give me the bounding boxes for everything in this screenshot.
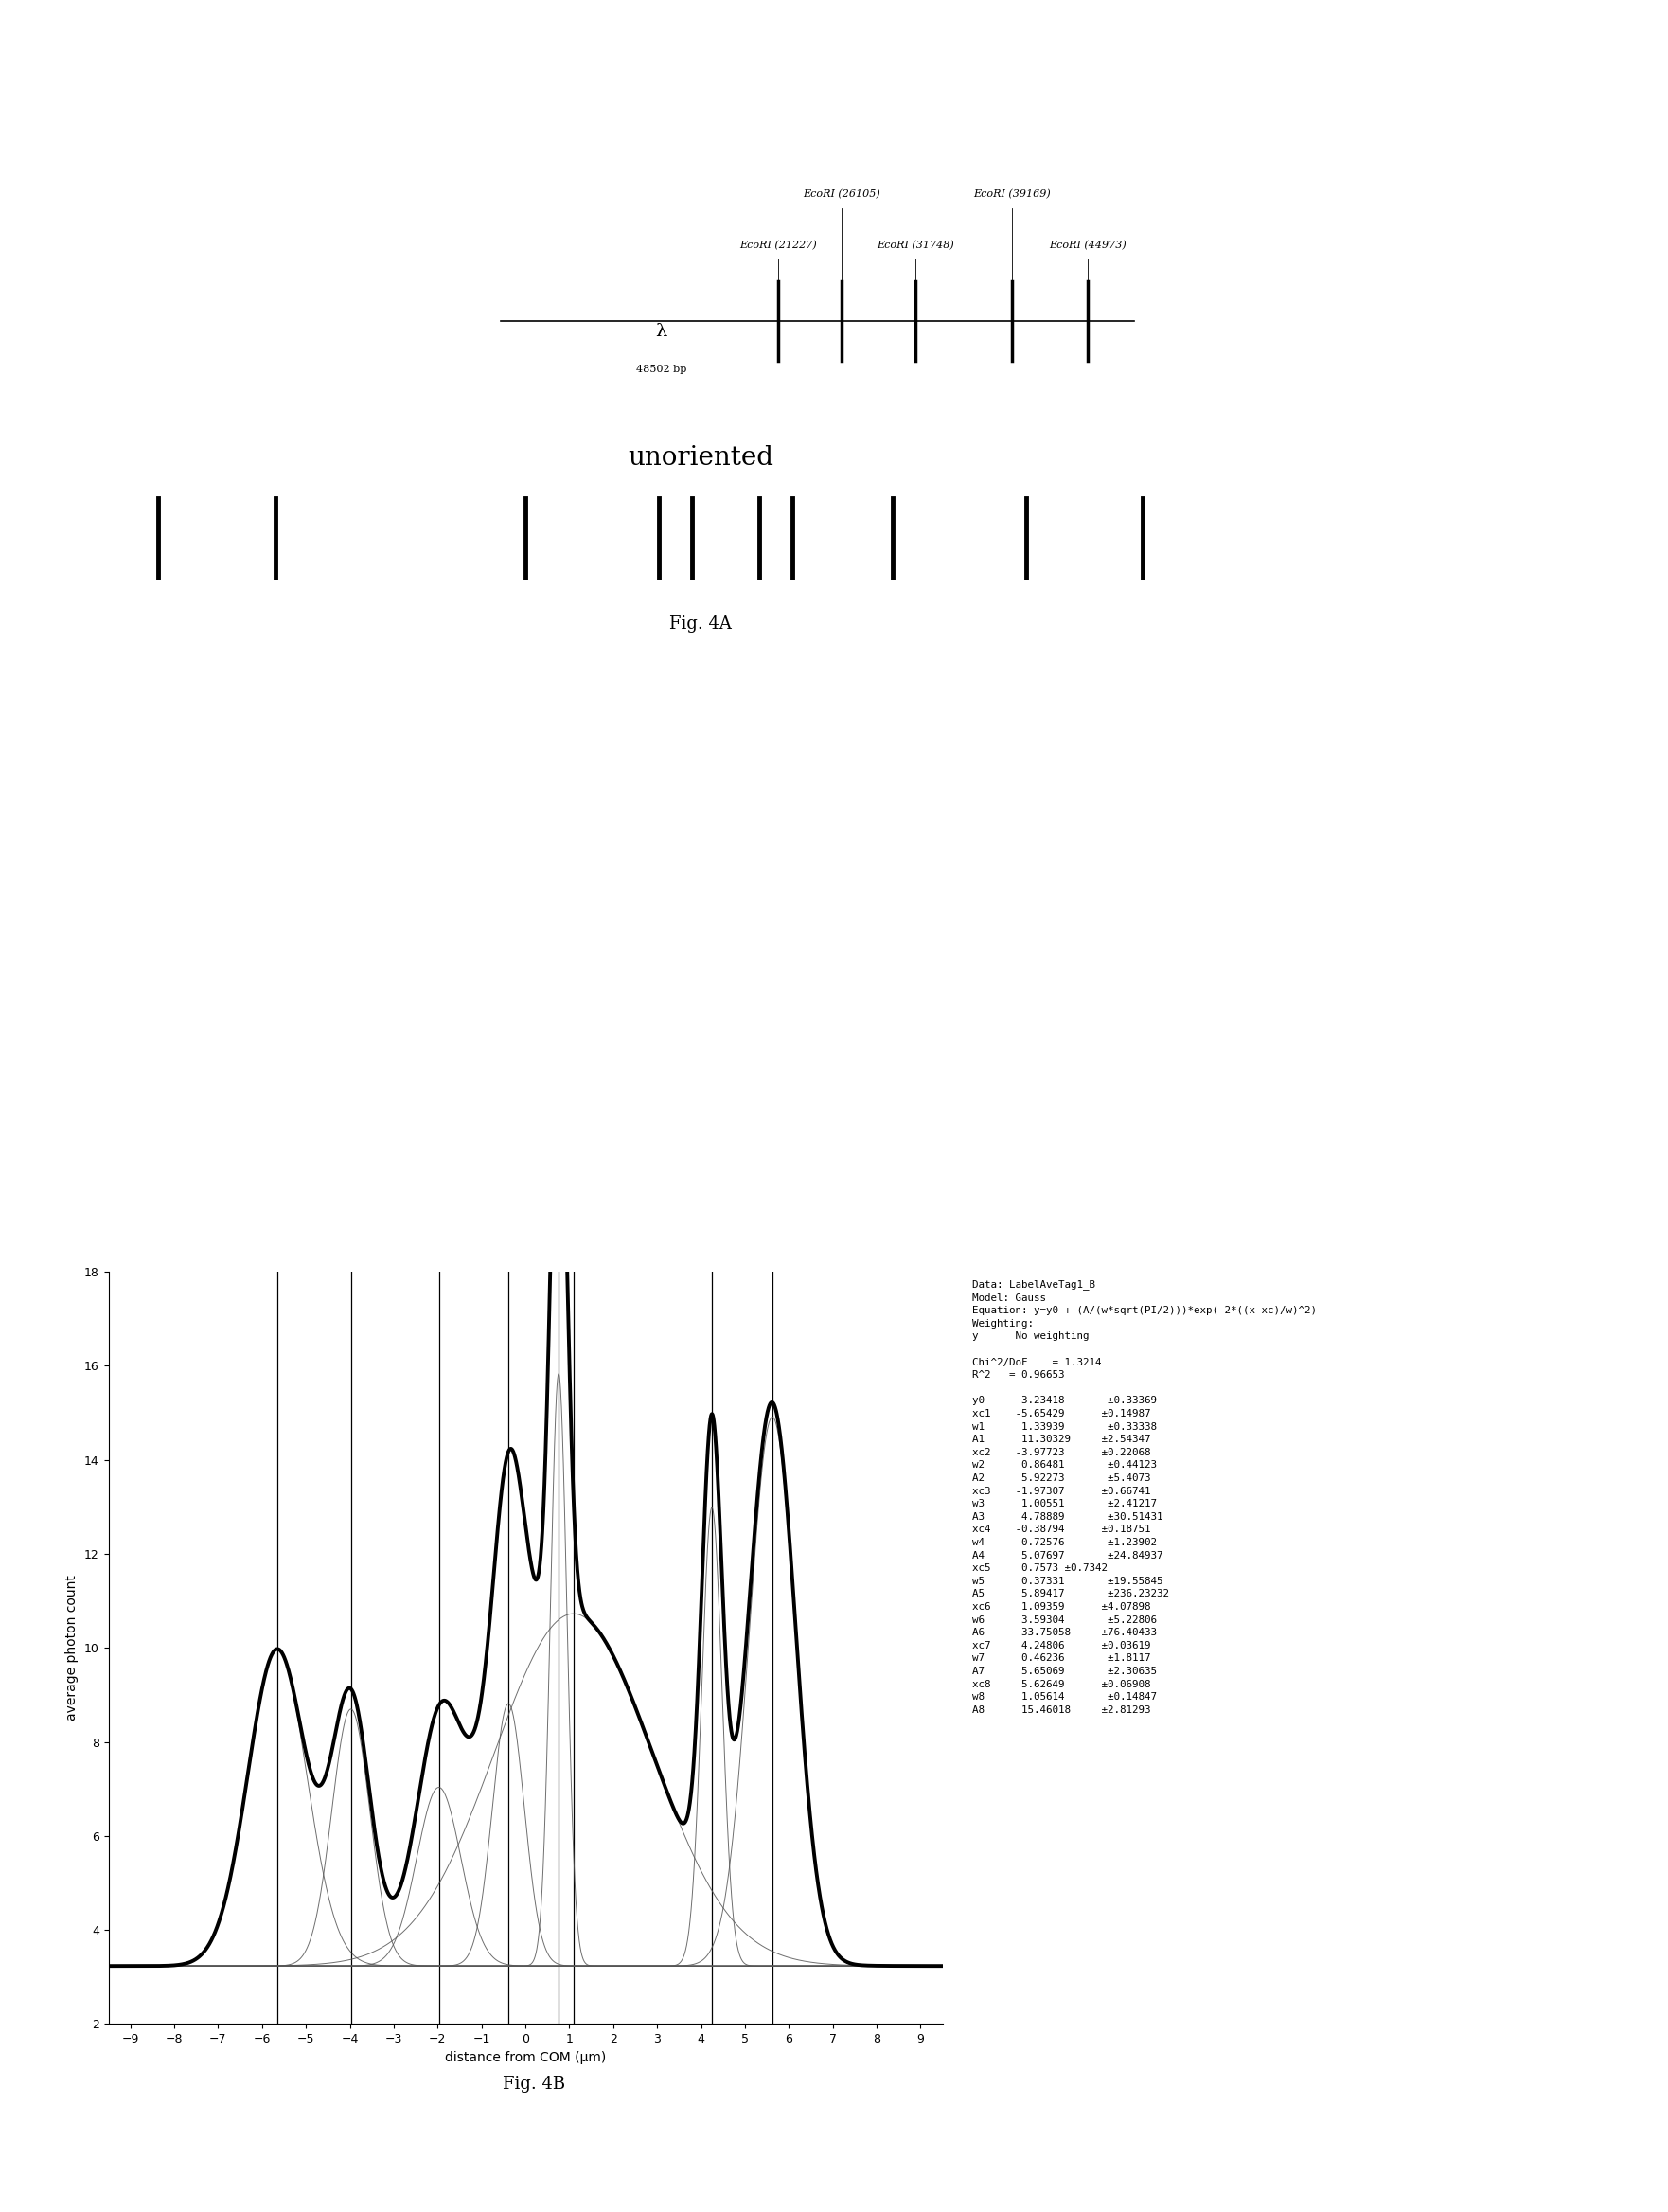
- Text: Fig. 4A: Fig. 4A: [669, 615, 732, 633]
- Text: unoriented: unoriented: [627, 445, 774, 471]
- Text: λ: λ: [656, 323, 667, 341]
- Text: Fig. 4B: Fig. 4B: [502, 2075, 565, 2093]
- X-axis label: distance from COM (μm): distance from COM (μm): [445, 2051, 605, 2064]
- Text: EcoRI (21227): EcoRI (21227): [739, 241, 817, 250]
- Y-axis label: average photon count: average photon count: [65, 1575, 78, 1721]
- Text: EcoRI (31748): EcoRI (31748): [877, 241, 954, 250]
- Text: EcoRI (44973): EcoRI (44973): [1049, 241, 1128, 250]
- Text: EcoRI (26105): EcoRI (26105): [802, 190, 881, 199]
- Text: Data: LabelAveTag1_B
Model: Gauss
Equation: y=y0 + (A/(w*sqrt(PI/2)))*exp(-2*((x: Data: LabelAveTag1_B Model: Gauss Equati…: [972, 1279, 1318, 1714]
- Text: 48502 bp: 48502 bp: [636, 365, 686, 374]
- Text: EcoRI (39169): EcoRI (39169): [974, 190, 1051, 199]
